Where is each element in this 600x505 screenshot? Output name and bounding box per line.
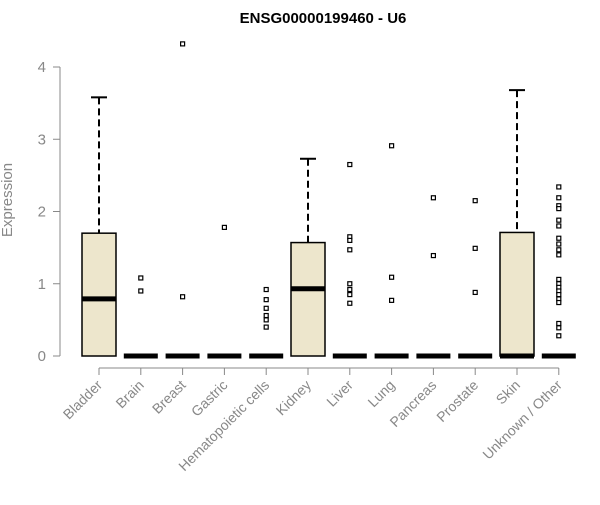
outlier-point <box>389 297 395 303</box>
box <box>290 241 326 357</box>
chart-title: ENSG00000199460 - U6 <box>240 10 407 27</box>
outlier-point <box>472 289 478 296</box>
outlier-point <box>263 305 269 311</box>
y-tick-label: 4 <box>38 59 46 76</box>
x-tick-label: Skin <box>493 377 524 408</box>
outlier-point <box>556 247 562 253</box>
outlier-point <box>556 195 562 201</box>
y-tick-label: 3 <box>38 131 46 148</box>
box-group <box>458 198 493 359</box>
outlier-point <box>347 247 353 253</box>
outlier-point <box>347 281 353 287</box>
outlier-point <box>556 206 562 212</box>
box-group <box>499 89 535 359</box>
outlier-point <box>180 41 186 47</box>
outlier-point <box>556 291 562 298</box>
box-group <box>332 161 367 359</box>
y-tick-label: 0 <box>38 348 46 365</box>
x-tick-label: Kidney <box>273 377 315 419</box>
outlier-point <box>180 294 186 300</box>
outlier-point <box>138 288 144 294</box>
outlier-point <box>263 317 269 323</box>
box-group <box>416 195 451 359</box>
outlier-point <box>556 333 562 339</box>
x-tick-label: Unknown / Other <box>479 377 565 463</box>
outlier-point <box>556 276 562 283</box>
outlier-point <box>556 252 562 258</box>
outlier-point <box>430 252 436 259</box>
outlier-point <box>221 224 227 230</box>
outlier-point <box>430 195 436 201</box>
boxes <box>81 41 576 359</box>
outlier-point <box>347 237 353 243</box>
outlier-point <box>556 235 562 241</box>
outlier-point <box>472 198 478 204</box>
outlier-point <box>556 223 562 229</box>
x-tick-label: Lung <box>364 377 397 410</box>
box-group <box>249 286 284 359</box>
outlier-point <box>556 241 562 247</box>
outlier-point <box>347 291 353 298</box>
outlier-point <box>138 275 144 281</box>
box <box>81 232 117 357</box>
outlier-point <box>347 300 353 306</box>
x-tick-label: Bladder <box>60 377 106 423</box>
outlier-point <box>347 286 353 293</box>
x-tick-label: Prostate <box>433 377 481 425</box>
y-axis-label: Expression <box>0 163 16 237</box>
outlier-point <box>556 217 562 223</box>
box-group <box>81 96 117 357</box>
outlier-point <box>347 161 353 168</box>
outlier-point <box>263 312 269 319</box>
outlier-point <box>263 324 269 330</box>
outlier-point <box>263 297 269 303</box>
outlier-point <box>472 245 478 251</box>
outlier-point <box>556 325 562 331</box>
x-tick-label: Breast <box>149 377 189 417</box>
box <box>499 231 535 357</box>
box-group <box>207 224 242 359</box>
y-tick-label: 2 <box>38 204 46 221</box>
box-group <box>290 157 326 357</box>
x-tick-label: Liver <box>323 377 356 410</box>
x-tick-label: Brain <box>112 377 146 411</box>
box-group <box>374 143 409 359</box>
box-group <box>123 275 158 359</box>
outlier-point <box>556 299 562 306</box>
y-tick-label: 1 <box>38 276 46 293</box>
outlier-point <box>389 274 395 280</box>
box-group <box>165 41 200 359</box>
outlier-point <box>556 184 562 190</box>
outlier-point <box>389 143 395 149</box>
outlier-point <box>556 320 562 327</box>
box-group <box>541 184 576 359</box>
outlier-point <box>263 286 269 293</box>
